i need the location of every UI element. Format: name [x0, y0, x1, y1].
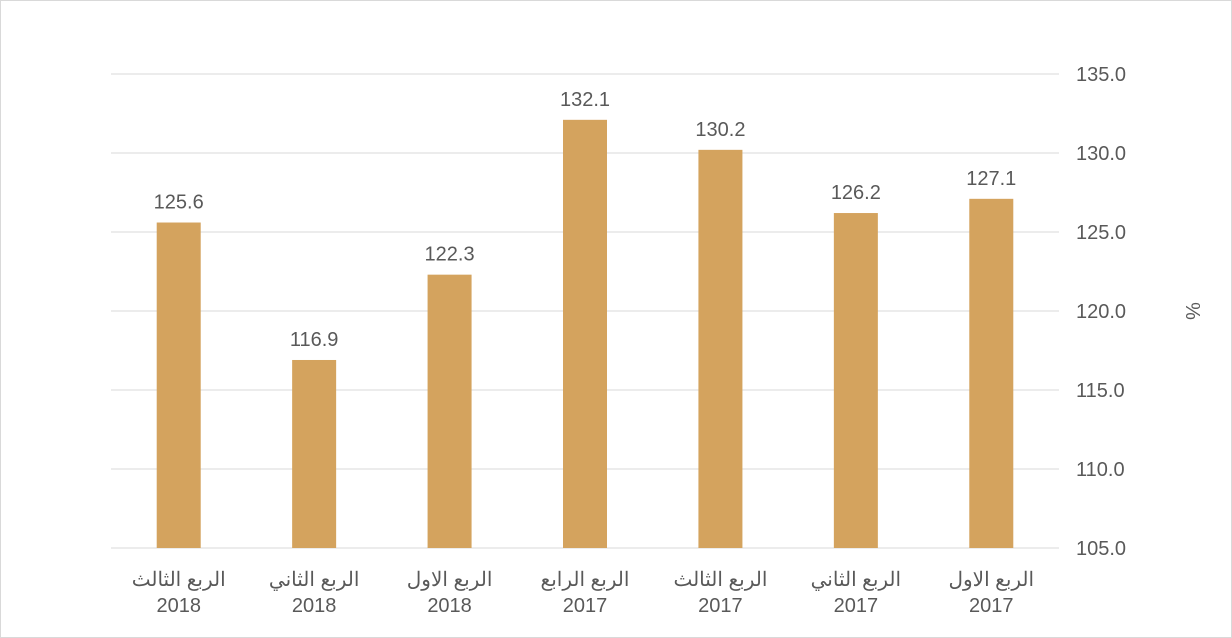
x-category-year: 2017: [969, 595, 1014, 617]
y-tick-label: 110.0: [1076, 459, 1125, 481]
x-category-year: 2018: [292, 595, 337, 617]
bar: [427, 274, 472, 548]
y-tick-label: 135.0: [1076, 64, 1126, 86]
bars: [156, 119, 1014, 549]
data-label: 130.2: [695, 119, 745, 141]
y-tick-label: 120.0: [1076, 301, 1126, 323]
y-tick-label: 130.0: [1076, 143, 1126, 165]
data-label: 127.1: [966, 168, 1016, 190]
x-category-label: الربع الرابع: [541, 569, 630, 591]
x-category-label: الربع الثالث: [673, 569, 767, 591]
x-category-label: الربع الاول: [407, 569, 493, 591]
x-category-label: الربع الثاني: [269, 569, 359, 591]
x-category-label: الربع الثاني: [811, 569, 901, 591]
bar: [563, 119, 607, 548]
x-category-year: 2017: [698, 595, 743, 617]
bar: [292, 359, 337, 548]
bar: [833, 213, 878, 549]
y-tick-label: 125.0: [1076, 222, 1126, 244]
y-axis-title: %: [1181, 302, 1203, 320]
y-axis-ticks: 105.0 110.0 115.0 120.0 125.0 130.0 135.0: [1076, 64, 1126, 560]
x-category-year: 2018: [427, 595, 472, 617]
bar: [698, 149, 743, 548]
x-category-label: الربع الاول: [948, 569, 1034, 591]
data-labels: 125.6 116.9 122.3 132.1 130.2 126.2 127.1: [154, 89, 1017, 351]
x-category-year: 2017: [563, 595, 608, 617]
data-label: 122.3: [425, 244, 475, 266]
x-axis-categories: الربع الثالث 2018 الربع الثاني 2018 الربع ال…: [132, 569, 1034, 617]
data-label: 132.1: [560, 89, 610, 111]
y-tick-label: 115.0: [1076, 380, 1125, 402]
data-label: 125.6: [154, 192, 204, 214]
bar: [969, 198, 1014, 548]
bar: [156, 222, 201, 548]
y-tick-label: 105.0: [1076, 538, 1126, 560]
data-label: 126.2: [831, 182, 881, 204]
x-category-year: 2017: [834, 595, 879, 617]
x-category-label: الربع الثالث: [132, 569, 226, 591]
data-label: 116.9: [290, 329, 339, 351]
x-category-year: 2018: [156, 595, 201, 617]
